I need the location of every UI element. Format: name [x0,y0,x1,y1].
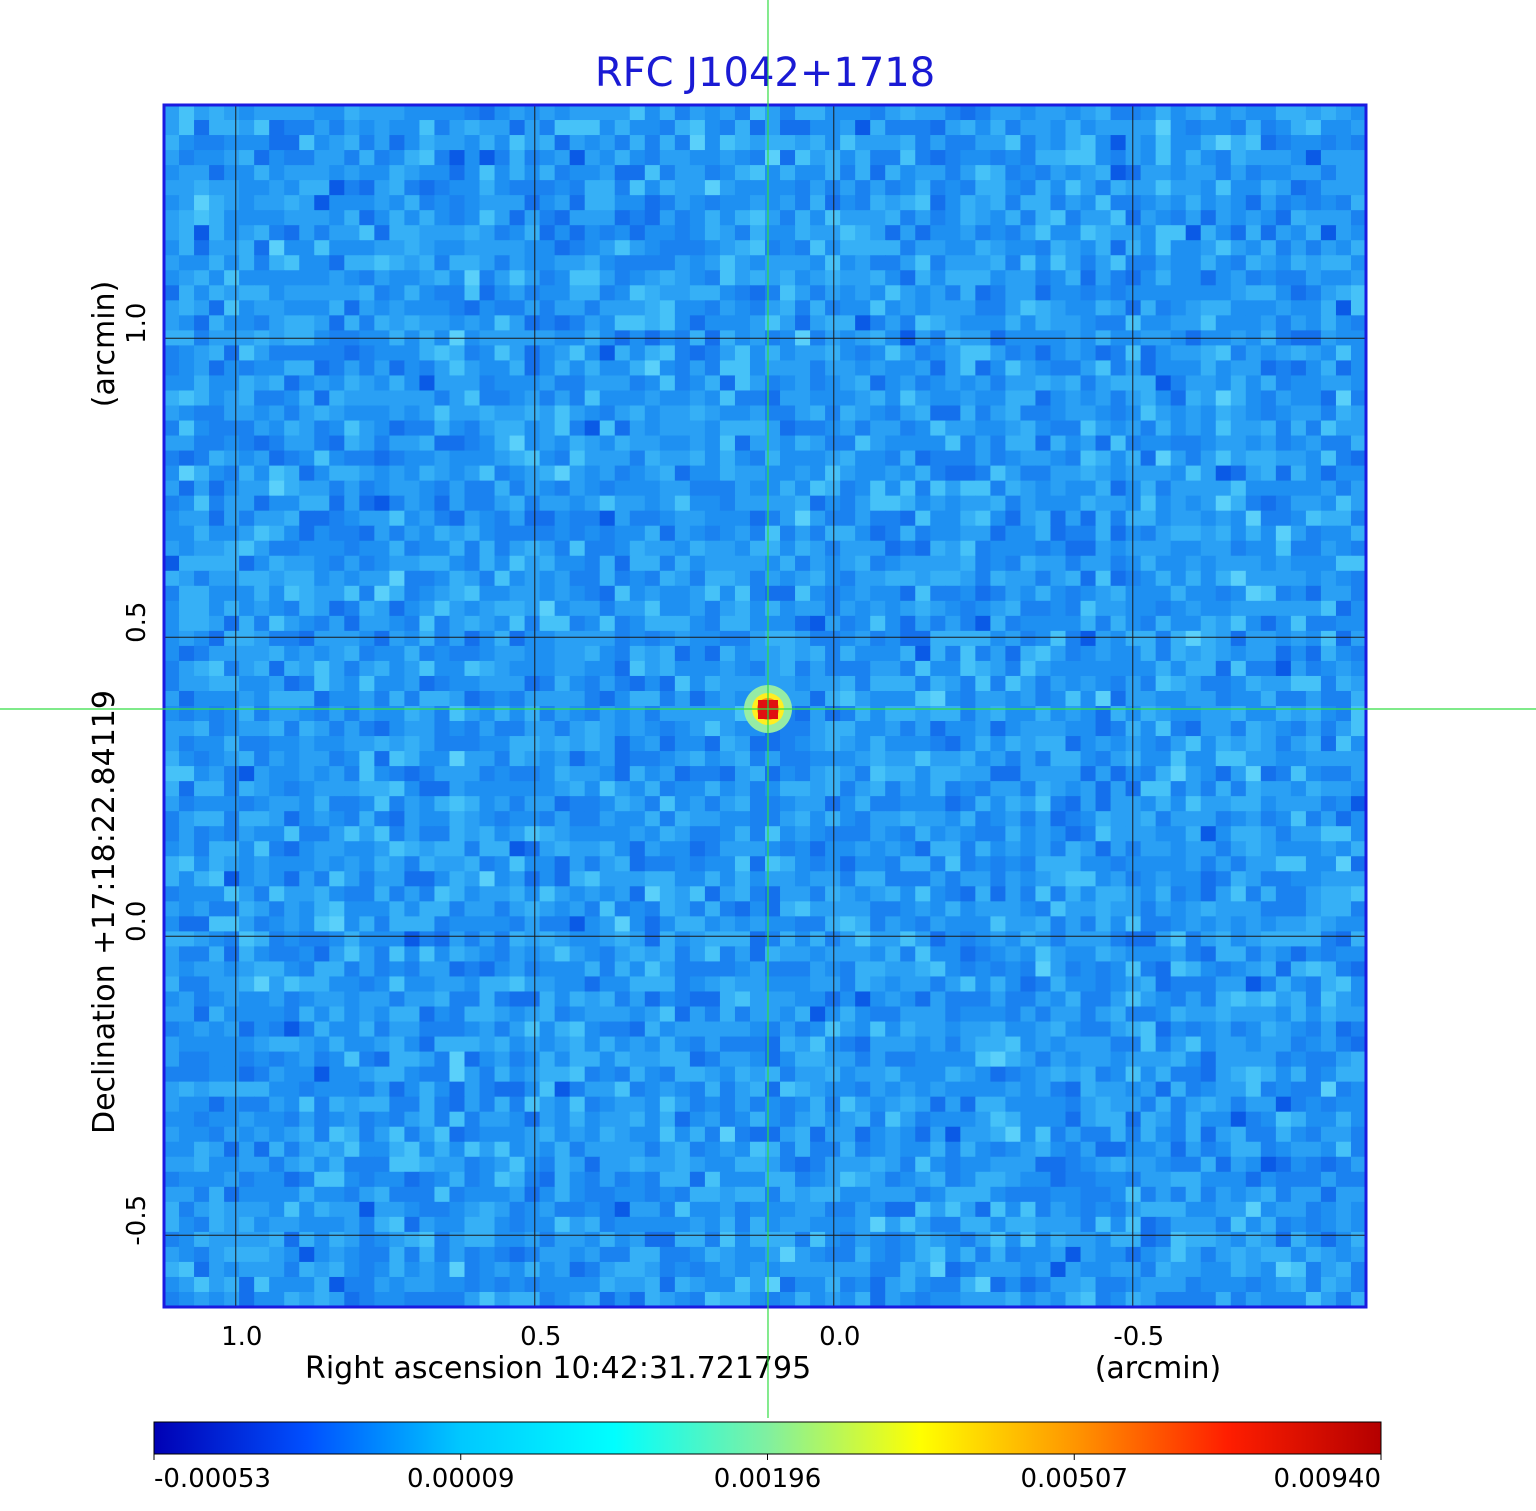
y-tick-label: 0.0 [122,901,152,942]
colorbar-tick-labels: -0.00053 0.00009 0.00196 0.00507 0.00940 [153,1454,1382,1494]
x-tick-label: 0.0 [819,1322,860,1352]
colorbar [153,1421,1382,1455]
y-tick-label: 1.0 [122,303,152,344]
crosshair-cursor [0,0,1536,1418]
y-tick-label: 0.5 [122,602,152,643]
x-axis-label: Right ascension 10:42:31.721795 [305,1351,811,1386]
x-tick-label: -0.5 [1113,1322,1164,1352]
colorbar-tick-label: -0.00053 [154,1464,271,1494]
plot-title: RFC J1042+1718 [595,50,935,96]
y-tick-labels: 1.0 0.5 0.0 -0.5 [122,303,152,1246]
x-tick-label: 0.5 [520,1322,561,1352]
colorbar-tick-label: 0.00940 [1273,1464,1381,1494]
colorbar-tick-label: 0.00196 [714,1464,822,1494]
x-tick-labels: 1.0 0.5 0.0 -0.5 [221,1322,1164,1352]
colorbar-tick-label: 0.00009 [407,1464,515,1494]
map-pixels [164,105,1366,1307]
colorbar-tick-label: 0.00507 [1020,1464,1128,1494]
y-axis-unit: (arcmin) [87,281,122,408]
y-axis-label: Declination +17:18:22.84119 [87,690,122,1134]
map-frame [162,103,1368,1309]
coordinate-grid [164,105,1366,1307]
x-tick-label: 1.0 [221,1322,262,1352]
y-tick-label: -0.5 [122,1195,152,1246]
x-axis-unit: (arcmin) [1095,1351,1222,1386]
